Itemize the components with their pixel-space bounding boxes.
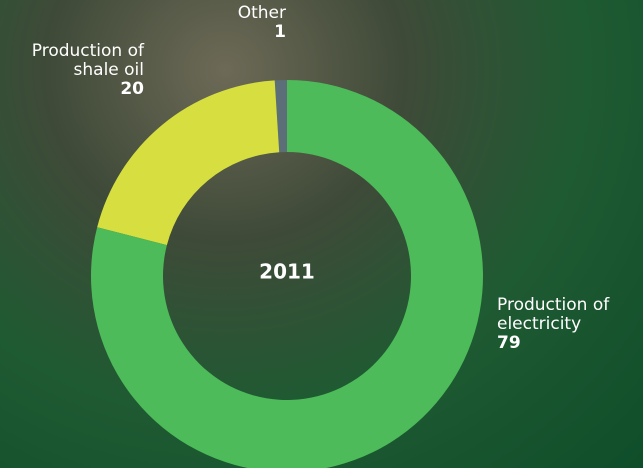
donut-slice <box>97 80 280 246</box>
slice-value: 20 <box>120 79 144 99</box>
slice-name: Other <box>237 3 286 23</box>
donut-slice <box>274 80 287 153</box>
slice-label: Production of shale oil 20 <box>0 42 144 99</box>
slice-label: Production of electricity 79 <box>497 296 637 353</box>
center-label: 2011 <box>259 260 315 284</box>
donut-slice <box>91 80 483 468</box>
slice-name: Production of electricity <box>497 295 610 334</box>
slice-name: Production of shale oil <box>31 41 144 80</box>
slice-label: Other 1 <box>180 4 286 42</box>
slice-value: 79 <box>497 333 521 353</box>
slice-value: 1 <box>274 22 286 42</box>
